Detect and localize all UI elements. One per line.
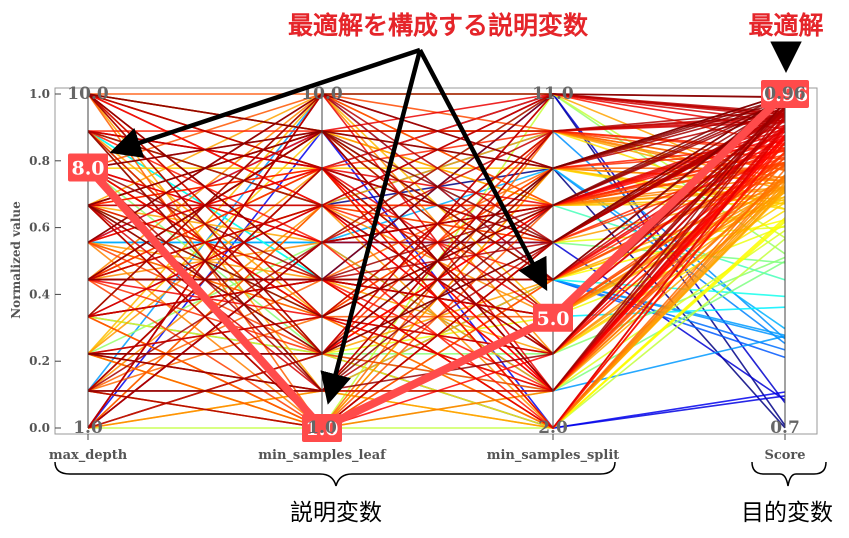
annotation-optimal: 最適解 — [748, 11, 823, 40]
trial-line — [87, 93, 786, 244]
y-tick-label: 0.0 — [29, 421, 50, 435]
best-value-label: 8.0 — [71, 157, 104, 179]
axis-value-labels: max_depth 10.0 1.0 min_samples_leaf 10.0 1.0 m… — [49, 84, 806, 463]
y-tick-label: 1.0 — [29, 87, 50, 101]
y-tick-label: 0.4 — [29, 287, 50, 301]
best-value-label: 0.96 — [762, 84, 808, 106]
y-axis-label: Normalized value — [9, 201, 23, 319]
brace-explanatory — [54, 461, 616, 487]
best-solution-line: 8.0 1.0 5.0 0.96 — [68, 80, 809, 442]
axis-name: max_depth — [49, 448, 128, 463]
axis-name: Score — [764, 448, 805, 463]
axis-max-label: 11.0 — [532, 84, 574, 104]
y-ticks: 0.0 0.2 0.4 0.6 0.8 1.0 — [29, 87, 61, 435]
best-value-label: 5.0 — [536, 308, 569, 330]
arrow-to-min-samples-leaf — [320, 49, 423, 405]
axis-min-label: 2.0 — [538, 418, 568, 438]
axis-max-label: 0.96 — [764, 84, 805, 104]
y-tick-label: 0.8 — [29, 154, 50, 168]
arrow-to-max-depth — [109, 47, 421, 158]
axis-name: min_samples_leaf — [258, 448, 387, 463]
annotation-explanatory-optimal: 最適解を構成する説明変数 — [288, 11, 589, 40]
annotation-layer: 最適解を構成する説明変数 最適解 説明変数 目的変数 — [54, 11, 833, 526]
best-value-label: 1.0 — [305, 418, 338, 440]
best-value-box — [761, 80, 809, 108]
trial-line — [87, 93, 786, 170]
trial-line — [87, 93, 786, 318]
best-value-box — [302, 414, 342, 442]
label-objective: 目的変数 — [741, 500, 833, 526]
trial-line — [87, 93, 786, 281]
trial-line — [88, 238, 786, 429]
brace-objective — [751, 461, 827, 487]
arrow-to-min-samples-split — [418, 48, 548, 291]
best-value-box — [68, 153, 108, 182]
trial-line — [87, 105, 786, 392]
label-explanatory: 説明変数 — [290, 500, 382, 526]
axis-min-label: 0.7 — [770, 418, 800, 438]
axis-min-label: 1.0 — [307, 418, 337, 438]
y-tick-label: 0.6 — [29, 221, 50, 235]
axis-min-label: 1.0 — [73, 418, 103, 438]
axis-name: min_samples_split — [487, 448, 620, 463]
y-tick-label: 0.2 — [29, 354, 50, 368]
best-line — [85, 91, 788, 432]
axis-max-label: 10.0 — [67, 84, 109, 104]
axis-max-label: 10.0 — [301, 84, 343, 104]
best-value-box — [533, 303, 573, 332]
